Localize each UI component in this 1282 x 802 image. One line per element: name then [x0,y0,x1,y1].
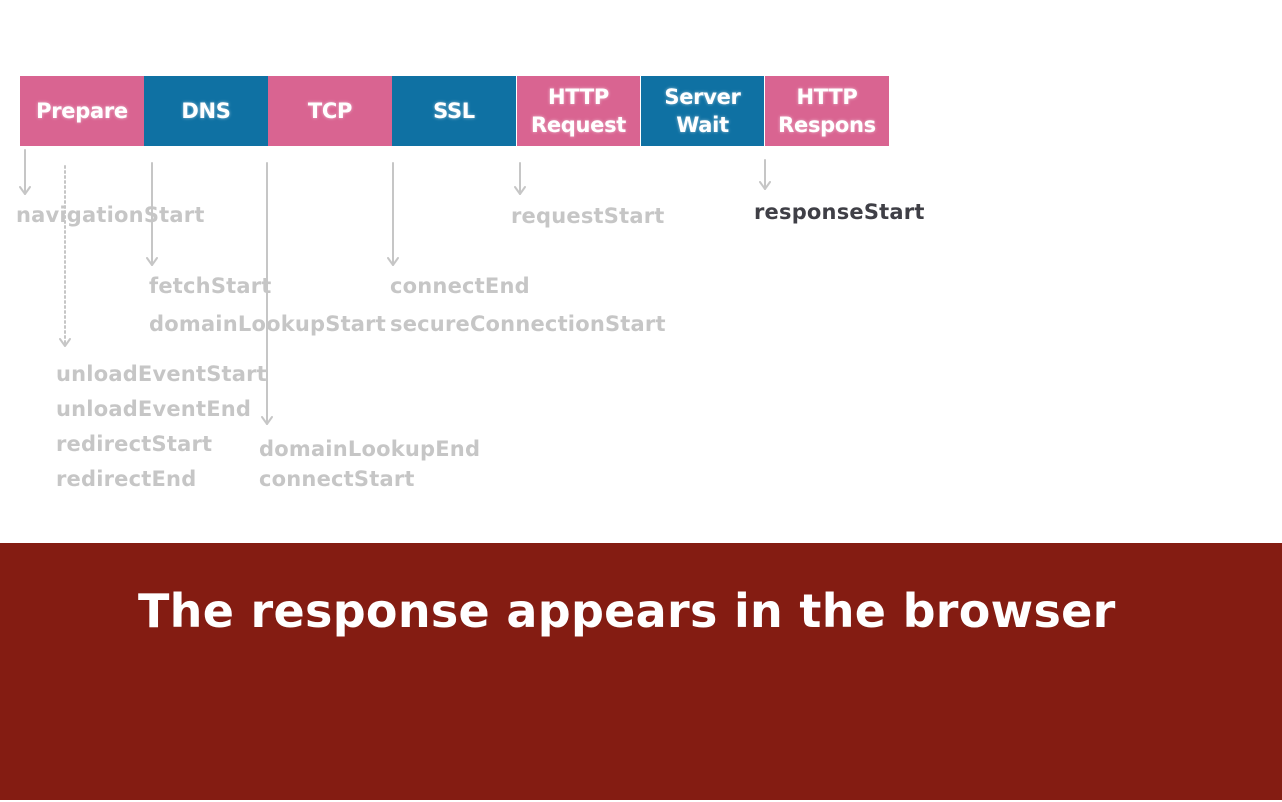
phase-http-request: HTTP Request [517,76,640,146]
caption-banner [0,543,1282,800]
arrow-connect-end [387,162,399,266]
event-domain-lookup-start: domainLookupStart [149,312,386,336]
event-connect-start: connectStart [259,467,415,491]
event-response-start: responseStart [754,200,925,224]
phase-label: TCP [307,99,353,123]
phase-http-response: HTTP Respons [765,76,889,146]
event-redirect-end: redirectEnd [56,467,197,491]
event-unload-event-end: unloadEventEnd [56,397,252,421]
arrow-unload-redirect [59,165,71,347]
phase-label: HTTP Respons [778,85,876,137]
arrow-navigation-start [19,149,31,195]
event-redirect-start: redirectStart [56,432,213,456]
phase-server-wait: Server Wait [641,76,764,146]
phase-bar: Prepare DNS TCP SSL HTTP Request Server … [20,76,890,146]
phase-dns: DNS [144,76,268,146]
event-connect-end: connectEnd [390,274,530,298]
phase-prepare: Prepare [20,76,144,146]
arrow-request-start [514,162,526,195]
caption-text: The response appears in the browser [138,584,1116,638]
event-navigation-start: navigationStart [16,203,205,227]
timing-arrows [19,149,771,425]
phase-label: Server Wait [664,85,741,137]
phase-label: DNS [181,99,231,123]
arrow-response-start [759,159,771,190]
phase-ssl: SSL [392,76,516,146]
event-fetch-start: fetchStart [149,274,272,298]
arrow-fetch-start [146,162,158,266]
event-request-start: requestStart [511,204,665,228]
event-domain-lookup-end: domainLookupEnd [259,437,481,461]
phase-tcp: TCP [268,76,392,146]
event-secure-connection-start: secureConnectionStart [390,312,666,336]
event-unload-event-start: unloadEventStart [56,362,267,386]
phase-label: Prepare [36,99,128,123]
phase-label: HTTP Request [530,85,627,137]
arrow-domain-lookup-end [261,162,273,425]
phase-label: SSL [433,99,475,123]
